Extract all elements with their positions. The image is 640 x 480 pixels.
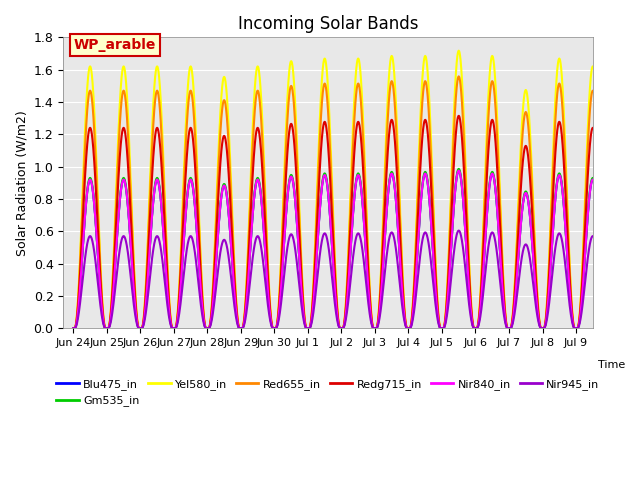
Title: Incoming Solar Bands: Incoming Solar Bands xyxy=(238,15,419,33)
Red655_in xyxy=(70,325,77,331)
Blu475_in xyxy=(455,168,463,173)
Nir945_in xyxy=(410,310,418,315)
Red655_in xyxy=(455,73,463,79)
Redg715_in xyxy=(605,325,613,331)
Yel580_in xyxy=(605,325,613,331)
Text: WP_arable: WP_arable xyxy=(74,38,156,52)
Nir840_in xyxy=(70,325,77,331)
Redg715_in xyxy=(524,150,532,156)
Redg715_in xyxy=(410,290,418,296)
Gm535_in xyxy=(605,325,613,331)
Gm535_in xyxy=(524,194,532,200)
Red655_in xyxy=(410,284,418,290)
Nir945_in xyxy=(458,235,465,240)
Legend: Blu475_in, Gm535_in, Yel580_in, Red655_in, Redg715_in, Nir840_in, Nir945_in: Blu475_in, Gm535_in, Yel580_in, Red655_i… xyxy=(52,374,604,411)
Line: Nir945_in: Nir945_in xyxy=(74,230,609,328)
Nir840_in xyxy=(524,195,532,201)
Nir840_in xyxy=(492,188,499,193)
Y-axis label: Solar Radiation (W/m2): Solar Radiation (W/m2) xyxy=(15,110,28,256)
Yel580_in xyxy=(410,280,418,286)
Nir945_in xyxy=(455,228,463,233)
Blu475_in xyxy=(179,248,187,254)
Gm535_in xyxy=(458,177,465,183)
Yel580_in xyxy=(458,67,465,73)
Gm535_in xyxy=(455,166,463,172)
Nir840_in xyxy=(458,179,465,185)
Nir945_in xyxy=(524,245,532,251)
Gm535_in xyxy=(179,247,187,253)
Nir945_in xyxy=(605,325,613,331)
Nir840_in xyxy=(455,168,463,173)
Yel580_in xyxy=(455,48,463,54)
Blu475_in xyxy=(605,325,613,331)
Gm535_in xyxy=(492,186,499,192)
Blu475_in xyxy=(70,325,77,331)
Line: Blu475_in: Blu475_in xyxy=(74,170,609,328)
Yel580_in xyxy=(600,274,607,279)
Nir945_in xyxy=(600,307,607,313)
Red655_in xyxy=(605,325,613,331)
Line: Red655_in: Red655_in xyxy=(74,76,609,328)
Gm535_in xyxy=(410,300,418,305)
Line: Yel580_in: Yel580_in xyxy=(74,51,609,328)
Yel580_in xyxy=(524,97,532,103)
Redg715_in xyxy=(70,325,77,331)
Line: Redg715_in: Redg715_in xyxy=(74,116,609,328)
Line: Gm535_in: Gm535_in xyxy=(74,169,609,328)
Red655_in xyxy=(179,202,187,207)
Blu475_in xyxy=(600,296,607,301)
Yel580_in xyxy=(70,325,77,331)
Redg715_in xyxy=(492,140,499,145)
Redg715_in xyxy=(600,286,607,291)
Gm535_in xyxy=(70,325,77,331)
Red655_in xyxy=(492,106,499,111)
Yel580_in xyxy=(179,189,187,195)
Yel580_in xyxy=(492,83,499,89)
Red655_in xyxy=(524,118,532,124)
Nir840_in xyxy=(600,296,607,301)
Text: Time: Time xyxy=(598,360,625,370)
Nir840_in xyxy=(605,325,613,331)
Nir840_in xyxy=(179,248,187,254)
Blu475_in xyxy=(524,195,532,201)
Redg715_in xyxy=(458,128,465,133)
Gm535_in xyxy=(600,296,607,301)
Nir945_in xyxy=(179,277,187,283)
Nir945_in xyxy=(70,325,77,331)
Line: Nir840_in: Nir840_in xyxy=(74,170,609,328)
Redg715_in xyxy=(179,221,187,227)
Redg715_in xyxy=(455,113,463,119)
Red655_in xyxy=(600,278,607,284)
Blu475_in xyxy=(410,300,418,305)
Red655_in xyxy=(458,91,465,97)
Blu475_in xyxy=(492,188,499,193)
Nir945_in xyxy=(492,240,499,246)
Blu475_in xyxy=(458,179,465,185)
Nir840_in xyxy=(410,300,418,305)
